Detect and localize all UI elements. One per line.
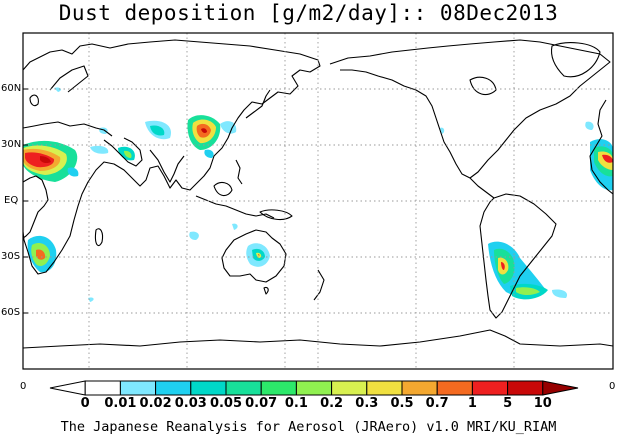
coast-scandinavia: [49, 65, 89, 93]
colorbar-label: 0: [80, 396, 90, 411]
coast-antarctica: [23, 329, 613, 349]
colorbar-label: 0.03: [174, 396, 207, 411]
colorbar-box-3: [155, 380, 192, 396]
colorbar-box-6: [260, 380, 297, 396]
coast-tasmania: [263, 286, 269, 295]
lat-ticks: [23, 88, 28, 314]
colorbar-label: 0.7: [425, 396, 449, 411]
lat-label-60n: 60N: [1, 83, 22, 94]
colorbar-label: 0.01: [104, 396, 137, 411]
dust-plume-gobi: [187, 115, 237, 158]
colorbar-label: 0.2: [320, 396, 344, 411]
colorbar-end-right: 0: [609, 381, 616, 392]
colorbar-label: 0.1: [284, 396, 308, 411]
coast-hudson-bay: [469, 76, 497, 96]
colorbar-box-7: [295, 380, 333, 396]
colorbar-box-1: [84, 380, 121, 396]
lat-label-30s: 30S: [1, 251, 21, 262]
colorbar-box-8: [331, 380, 368, 396]
colorbar-box-2: [119, 380, 157, 396]
colorbar-box-14: [542, 380, 579, 396]
colorbar-label: 0.02: [139, 396, 172, 411]
graticule: [23, 33, 613, 369]
coast-eurasia-africa: [23, 39, 321, 275]
colorbar-label: 0.3: [355, 396, 379, 411]
coastlines: [23, 39, 613, 349]
coast-north-america: [329, 39, 611, 179]
coast-arabia: [103, 137, 143, 167]
dust-plume-australia: [189, 231, 270, 267]
dust-plume-sahara: [23, 140, 135, 182]
colorbar-label: 1: [467, 396, 477, 411]
colorbar-box-12: [471, 380, 509, 396]
colorbar-label: 5: [503, 396, 513, 411]
coast-africa-west: [23, 175, 49, 239]
colorbar-box-9: [366, 380, 403, 396]
colorbar-box-5: [225, 380, 262, 396]
dust-fields: [23, 87, 613, 302]
coast-new-zealand: [313, 269, 325, 301]
coast-africa-east-edge: [589, 99, 613, 195]
page-title: Dust deposition [g/m2/day]:: 08Dec2013: [58, 1, 559, 25]
coast-philippines: [235, 159, 243, 185]
colorbar-label: 10: [533, 396, 552, 411]
colorbar-label: 0.05: [209, 396, 243, 411]
colorbar-box-11: [436, 380, 473, 396]
colorbar-box-13: [507, 380, 544, 396]
coast-australia: [221, 229, 287, 283]
colorbar-label: 0.07: [245, 396, 278, 411]
coast-central-america: [469, 177, 495, 199]
lat-label-30n: 30N: [1, 139, 22, 150]
colorbar-box-10: [401, 380, 438, 396]
dust-plume-southern-africa: [27, 235, 57, 273]
coast-new-guinea: [259, 209, 293, 221]
colorbar-box-4: [190, 380, 227, 396]
dust-plume-iran: [145, 120, 171, 140]
dust-plume-patagonia: [488, 241, 568, 300]
lat-label-60s: 60S: [1, 307, 21, 318]
coast-mediterranean: [23, 121, 113, 137]
footer-credit: The Japanese Reanalysis for Aerosol (JRA…: [60, 419, 557, 435]
coast-uk: [29, 94, 39, 107]
coast-greenland: [550, 42, 601, 78]
colorbar-label: 0.5: [390, 396, 414, 411]
lat-label-eq: EQ: [4, 195, 19, 206]
coast-borneo: [213, 181, 233, 197]
coast-madagascar: [94, 228, 104, 247]
coast-south-america: [479, 193, 557, 319]
coast-japan: [245, 89, 271, 119]
colorbar-end-left: 0: [20, 381, 27, 392]
coast-india: [149, 149, 185, 183]
dust-plume-west-africa-edge: [585, 121, 613, 191]
colorbar-box-0: [49, 380, 86, 396]
